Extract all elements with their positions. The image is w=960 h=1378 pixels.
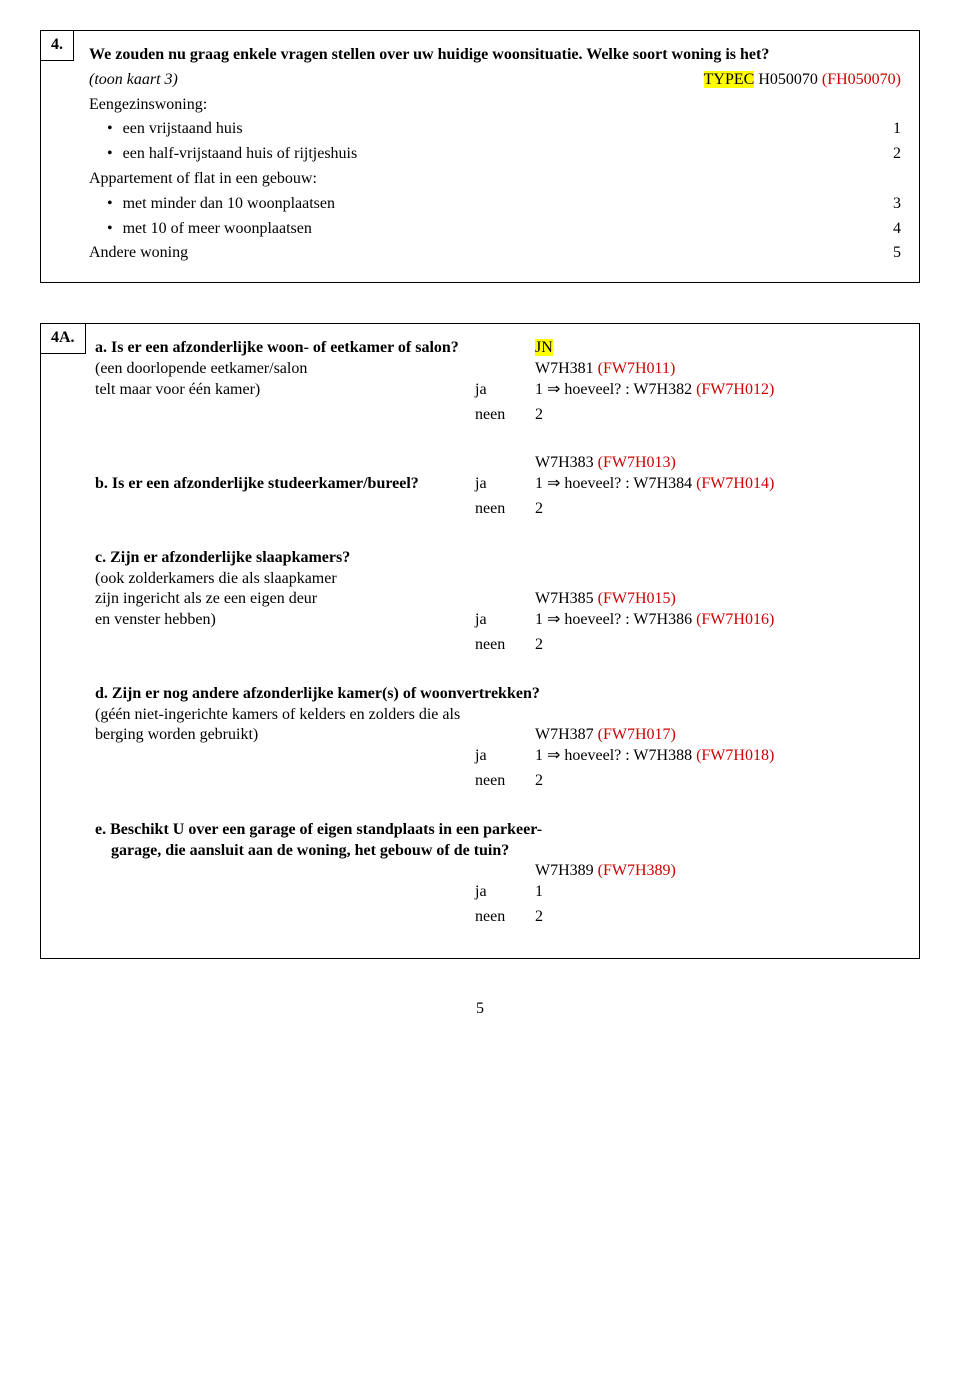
item-c-question: c. Zijn er afzonderlijke slaapkamers?	[95, 548, 901, 569]
item-e-ja-val: 1	[535, 882, 901, 903]
question-4-hint-row: (toon kaart 3) TYPEC H050070 (FH050070)	[89, 70, 901, 91]
option-5: Andere woning 5	[89, 243, 901, 264]
question-4a-box: 4A. a. Is er een afzonderlijke woon- of …	[40, 323, 920, 959]
item-b: W7H383 (FW7H013) b. Is er een afzonderli…	[95, 453, 901, 519]
group2-label: Appartement of flat in een gebouw:	[89, 169, 901, 190]
option-3-num: 3	[861, 194, 901, 215]
code-d1r: (FW7H017)	[598, 726, 676, 743]
code-a1r: (FW7H011)	[598, 360, 676, 377]
item-c-sub1: (ook zolderkamers die als slaapkamer	[95, 569, 901, 590]
item-a-neen-val: 2	[535, 405, 901, 426]
question-4a-content: a. Is er een afzonderlijke woon- of eetk…	[89, 338, 901, 928]
item-a-neen: neen	[475, 405, 535, 426]
question-4a-number: 4A.	[40, 323, 86, 354]
item-d-sub1: (géén niet-ingerichte kamers of kelders …	[95, 705, 901, 726]
item-d-neen-val: 2	[535, 771, 901, 792]
question-4-number: 4.	[40, 30, 74, 61]
question-4-hint: (toon kaart 3)	[89, 70, 704, 91]
option-1: een vrijstaand huis 1	[89, 119, 901, 140]
item-c-ja: ja	[475, 610, 535, 631]
code-d1: W7H387	[535, 726, 598, 743]
option-3-label: met minder dan 10 woonplaatsen	[123, 194, 861, 215]
option-2: een half-vrijstaand huis of rijtjeshuis …	[89, 144, 901, 165]
item-d: d. Zijn er nog andere afzonderlijke kame…	[95, 684, 901, 792]
item-c-ja-val: 1 ⇒ hoeveel? : W7H386	[535, 611, 696, 628]
question-4-code: TYPEC H050070 (FH050070)	[704, 70, 901, 91]
code-b1: W7H383	[535, 454, 598, 471]
item-d-ja: ja	[475, 746, 535, 767]
option-4-num: 4	[861, 219, 901, 240]
code-mid: H050070	[754, 71, 822, 88]
item-a-sub2: telt maar voor één kamer)	[95, 380, 475, 401]
code-b1r: (FW7H013)	[598, 454, 676, 471]
item-c-neen: neen	[475, 635, 535, 656]
item-d-ja-val: 1 ⇒ hoeveel? : W7H388	[535, 747, 696, 764]
item-e: e. Beschikt U over een garage of eigen s…	[95, 820, 901, 928]
code-red: (FH050070)	[822, 71, 901, 88]
item-b-ja-red: (FW7H014)	[696, 475, 774, 492]
code-jn: JN	[535, 339, 553, 356]
item-e-neen-val: 2	[535, 907, 901, 928]
item-c-sub3: en venster hebben)	[95, 610, 475, 631]
code-e1r: (FW7H389)	[598, 862, 676, 879]
option-4: met 10 of meer woonplaatsen 4	[89, 219, 901, 240]
item-a-question: a. Is er een afzonderlijke woon- of eetk…	[95, 338, 475, 359]
code-a1: W7H381	[535, 360, 598, 377]
item-d-ja-red: (FW7H018)	[696, 747, 774, 764]
code-typec: TYPEC	[704, 71, 755, 88]
item-e-question-line1: e. Beschikt U over een garage of eigen s…	[95, 820, 901, 841]
item-e-neen: neen	[475, 907, 535, 928]
question-4-box: 4. We zouden nu graag enkele vragen stel…	[40, 30, 920, 283]
code-c1r: (FW7H015)	[598, 590, 676, 607]
option-1-label: een vrijstaand huis	[123, 119, 861, 140]
item-d-question: d. Zijn er nog andere afzonderlijke kame…	[95, 684, 901, 705]
item-b-neen-val: 2	[535, 499, 901, 520]
item-c-sub2: zijn ingericht als ze een eigen deur	[95, 589, 475, 610]
option-5-label: Andere woning	[89, 243, 861, 264]
code-e1: W7H389	[535, 862, 598, 879]
code-c1: W7H385	[535, 590, 598, 607]
item-a-sub1: (een doorlopende eetkamer/salon	[95, 359, 475, 380]
option-3: met minder dan 10 woonplaatsen 3	[89, 194, 901, 215]
item-c-neen-val: 2	[535, 635, 901, 656]
item-e-question-line2: garage, die aansluit aan de woning, het …	[95, 841, 901, 862]
item-d-sub2: berging worden gebruikt)	[95, 725, 475, 746]
item-e-ja: ja	[475, 882, 535, 903]
item-a-ja-red: (FW7H012)	[696, 381, 774, 398]
item-a: a. Is er een afzonderlijke woon- of eetk…	[95, 338, 901, 425]
item-b-question: b. Is er een afzonderlijke studeerkamer/…	[95, 474, 475, 495]
option-4-label: met 10 of meer woonplaatsen	[123, 219, 861, 240]
group1-label: Eengezinswoning:	[89, 95, 901, 116]
item-c-ja-red: (FW7H016)	[696, 611, 774, 628]
item-c: c. Zijn er afzonderlijke slaapkamers? (o…	[95, 548, 901, 656]
question-4-title: We zouden nu graag enkele vragen stellen…	[89, 45, 901, 66]
item-b-neen: neen	[475, 499, 535, 520]
option-1-num: 1	[861, 119, 901, 140]
option-2-num: 2	[861, 144, 901, 165]
item-b-ja-val: 1 ⇒ hoeveel? : W7H384	[535, 475, 696, 492]
option-5-num: 5	[861, 243, 901, 264]
item-d-neen: neen	[475, 771, 535, 792]
option-2-label: een half-vrijstaand huis of rijtjeshuis	[123, 144, 861, 165]
item-a-ja: ja	[475, 380, 535, 401]
page-number: 5	[40, 999, 920, 1020]
item-a-ja-val: 1 ⇒ hoeveel? : W7H382	[535, 381, 696, 398]
item-b-ja: ja	[475, 474, 535, 495]
